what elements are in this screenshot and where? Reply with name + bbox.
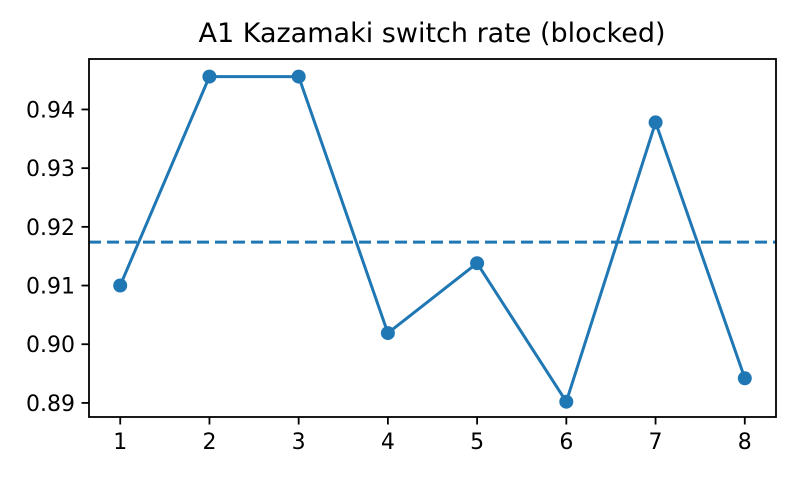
data-point-marker [559, 394, 574, 409]
data-point-marker [380, 326, 395, 341]
y-tick-label: 0.90 [26, 333, 75, 358]
x-tick-label: 1 [113, 430, 127, 455]
data-point-marker [113, 278, 128, 293]
y-tick-label: 0.93 [26, 157, 75, 182]
y-tick-label: 0.91 [26, 275, 75, 300]
x-tick-label: 3 [292, 430, 306, 455]
x-tick-label: 4 [381, 430, 395, 455]
series-group [113, 69, 752, 409]
data-point-marker [470, 256, 485, 271]
x-tick-label: 7 [649, 430, 663, 455]
ticks-group: 1 2 3 4 5 6 7 8 0.89 0.90 0.91 0.92 0.93 0.94 [26, 98, 752, 455]
series-line [118, 75, 747, 404]
data-point-marker [291, 69, 306, 84]
x-tick-label: 6 [559, 430, 573, 455]
axes-frame [88, 58, 777, 418]
chart-title: A1 Kazamaki switch rate (blocked) [199, 18, 666, 49]
x-tick-label: 2 [202, 430, 216, 455]
data-point-marker [737, 371, 752, 386]
x-tick-label: 8 [738, 430, 752, 455]
y-tick-label: 0.89 [26, 392, 75, 417]
data-point-marker [202, 69, 217, 84]
y-tick-label: 0.92 [26, 216, 75, 241]
axes-group [88, 58, 777, 418]
x-tick-label: 5 [470, 430, 484, 455]
y-tick-label: 0.94 [26, 98, 75, 123]
data-point-marker [648, 115, 663, 130]
